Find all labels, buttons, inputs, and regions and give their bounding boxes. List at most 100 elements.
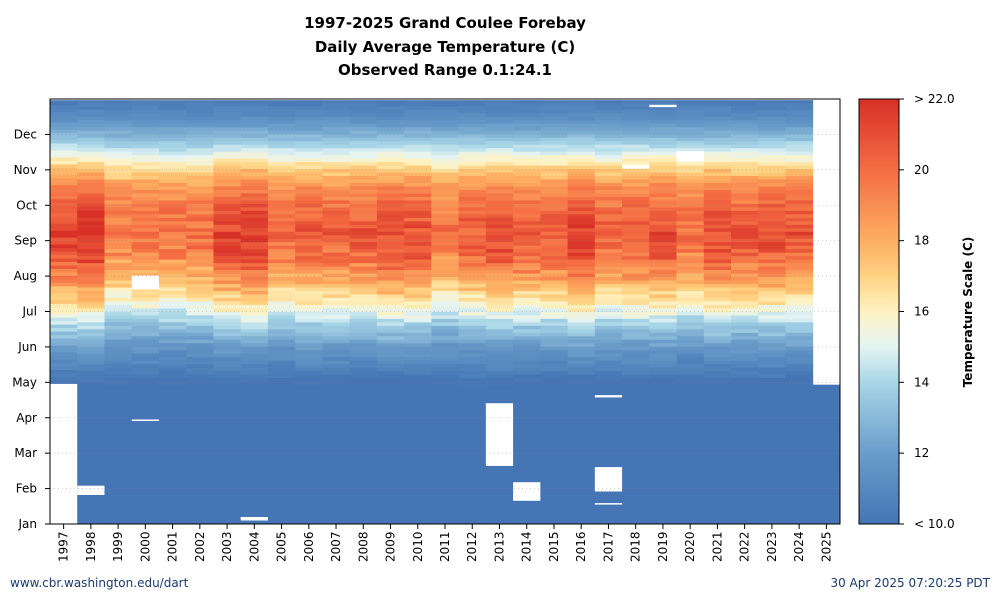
heat-cell	[703, 238, 732, 243]
heat-cell	[77, 520, 105, 525]
heat-cell	[158, 123, 187, 128]
heat-cell	[431, 412, 460, 417]
heat-cell	[295, 374, 323, 379]
heat-cell	[267, 416, 296, 420]
heat-cell	[540, 262, 568, 267]
heat-cell	[104, 123, 133, 128]
heat-cell	[213, 482, 242, 487]
heat-cell	[513, 165, 541, 170]
heat-cell	[758, 311, 786, 316]
heat-cell	[485, 172, 514, 177]
heat-cell	[240, 158, 269, 163]
heat-cell	[376, 325, 405, 330]
heat-cell	[376, 426, 405, 431]
heat-cell	[376, 287, 405, 291]
heat-cell	[267, 457, 296, 462]
heat-cell	[649, 245, 677, 250]
heat-cell	[349, 314, 378, 319]
heat-cell	[50, 170, 78, 175]
heat-cell	[540, 290, 568, 295]
heat-cell	[758, 482, 786, 487]
heat-cell	[622, 374, 650, 379]
x-tick-label-2017: 2017	[601, 531, 615, 562]
heat-cell	[540, 100, 568, 103]
heat-cell	[50, 376, 78, 381]
heat-cell	[758, 422, 786, 427]
heat-cell	[594, 370, 623, 375]
heat-cell	[104, 457, 133, 462]
year-column-2011	[431, 100, 460, 525]
heat-cell	[431, 266, 460, 271]
heat-cell	[649, 391, 677, 396]
heat-cell	[376, 200, 405, 204]
heat-cell	[349, 119, 378, 124]
heat-cell	[131, 314, 160, 319]
heat-cell	[485, 151, 514, 156]
heat-cell	[622, 363, 650, 368]
heat-cell	[322, 196, 351, 201]
heat-cell	[376, 405, 405, 410]
heat-cell	[622, 210, 650, 215]
heat-cell	[267, 339, 296, 344]
heat-cell	[158, 294, 187, 298]
heat-cell	[540, 266, 568, 271]
heat-cell	[77, 210, 105, 215]
heat-cell	[485, 252, 514, 257]
heat-cell	[594, 405, 623, 410]
heat-cell	[703, 346, 732, 351]
heat-cell	[267, 203, 296, 208]
heat-cell	[785, 471, 814, 476]
heat-cell	[622, 280, 650, 285]
heat-cell	[240, 464, 269, 469]
year-column-1998	[77, 100, 105, 525]
heat-cell	[376, 234, 405, 239]
heat-cell	[349, 161, 378, 166]
heat-cell	[567, 492, 596, 497]
heat-cell	[594, 234, 623, 239]
heat-cell	[77, 412, 105, 417]
heat-cell	[594, 454, 623, 459]
heat-cell	[158, 210, 187, 215]
heat-cell	[77, 168, 105, 173]
heat-cell	[513, 433, 541, 438]
heat-cell	[513, 196, 541, 201]
heat-cell	[676, 318, 705, 323]
heat-cell	[404, 450, 432, 455]
heat-cell	[50, 341, 78, 346]
heat-cell	[513, 464, 541, 469]
heat-cell	[485, 200, 514, 204]
heat-cell	[622, 255, 650, 260]
heat-cell	[540, 137, 568, 142]
heat-cell	[376, 269, 405, 274]
heat-cell	[703, 227, 732, 232]
heat-cell	[295, 123, 323, 128]
heat-cell	[731, 105, 759, 110]
heat-cell	[812, 492, 841, 497]
footer-source-link[interactable]: www.cbr.washington.edu/dart	[10, 576, 189, 590]
heat-cell	[404, 482, 432, 487]
heat-cell	[213, 273, 242, 278]
heat-cell	[322, 506, 351, 511]
heat-cell	[376, 186, 405, 190]
heat-cell	[540, 116, 568, 121]
heat-cell	[594, 294, 623, 298]
heat-cell	[322, 503, 351, 507]
heat-cell	[431, 468, 460, 473]
heat-cell	[540, 517, 568, 521]
heat-cell	[703, 262, 732, 267]
heat-cell	[186, 419, 214, 424]
heat-cell	[104, 234, 133, 239]
heat-cell	[703, 510, 732, 514]
missing-gap	[131, 419, 159, 421]
heat-cell	[240, 130, 269, 135]
heat-cell	[186, 308, 214, 312]
heat-cell	[622, 510, 650, 514]
heat-cell	[131, 363, 160, 368]
heat-cell	[158, 151, 187, 156]
heat-cell	[458, 314, 487, 319]
heat-cell	[785, 105, 814, 110]
heat-cell	[622, 140, 650, 145]
heat-cell	[158, 335, 187, 340]
heat-cell	[158, 119, 187, 124]
heat-cell	[240, 328, 269, 333]
